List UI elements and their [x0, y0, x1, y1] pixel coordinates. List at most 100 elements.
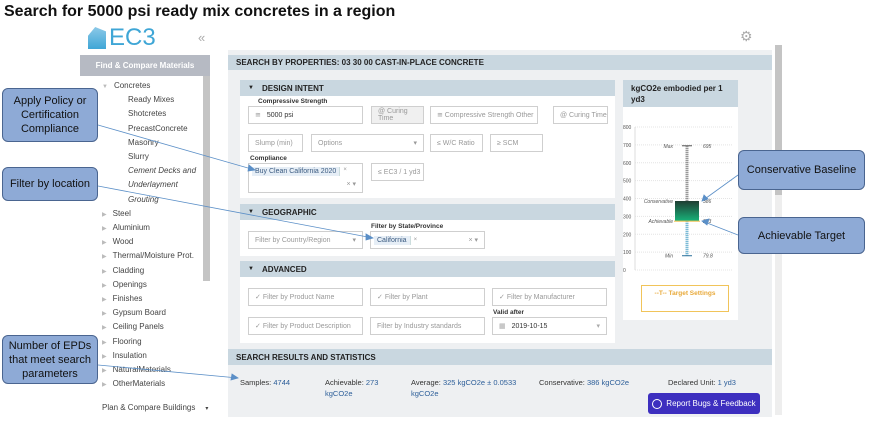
compressive-strength-other-input[interactable]: ≅ Compressive Strength Other	[430, 106, 538, 124]
sidebar-item[interactable]: ▶ Insulation	[102, 351, 147, 360]
scrollbar-thumb[interactable]	[775, 45, 782, 195]
conservative-stat: Conservative: 386 kgCO2e	[539, 378, 630, 387]
clear-chevron-icon[interactable]: × ▾	[346, 181, 356, 188]
remove-tag-icon[interactable]: ×	[413, 237, 418, 243]
building-icon	[88, 27, 106, 49]
valid-after-date-picker[interactable]: ▦ 2019-10-15 ▾	[492, 317, 607, 335]
compressive-strength-input[interactable]: ≅ 5000 psi	[248, 106, 363, 124]
embodied-carbon-chart-panel: kgCO2e embodied per 1 yd3 0 100 200 300 400 5…	[623, 80, 738, 320]
sidebar-item[interactable]: ▶ NaturalMaterials	[102, 365, 171, 374]
state-label: Filter by State/Province	[371, 223, 444, 230]
design-intent-panel: Compressive Strength ≅ 5000 psi @ Curing …	[240, 96, 615, 198]
conservative-label: Conservative	[644, 199, 673, 205]
product-description-input[interactable]: ✓ Filter by Product Description	[248, 317, 363, 335]
caret-right-icon: ▶	[102, 254, 107, 261]
industry-standards-input[interactable]: Filter by Industry standards	[370, 317, 485, 335]
sidebar-item[interactable]: ▶ Openings	[102, 280, 147, 289]
product-name-input[interactable]: ✓ Filter by Product Name	[248, 288, 363, 306]
wc-ratio-input[interactable]: ≤ W/C Ratio	[430, 134, 483, 152]
sidebar-item-label: Ceiling Panels	[112, 322, 164, 332]
country-select[interactable]: Filter by Country/Region ▾	[248, 231, 363, 249]
achievable-label: Achievable	[648, 219, 674, 225]
ec3-logo[interactable]: EC3	[88, 24, 156, 52]
ec3-limit-input[interactable]: ≤ EC3 / 1 yd3	[371, 163, 424, 181]
curing-time-other-input[interactable]: @ Curing Time	[553, 106, 608, 124]
slump-input[interactable]: Slump (min)	[248, 134, 303, 152]
sidebar-item-label: Cladding	[112, 265, 145, 275]
average-stat: Average: 325 kgCO2e ± 0.0533 kgCO2e	[411, 378, 517, 398]
caret-right-icon: ▶	[102, 240, 107, 247]
sidebar-footer-label: Plan & Compare Buildings	[102, 403, 196, 412]
check-icon: ✓	[255, 294, 263, 301]
sidebar-item[interactable]: ▶ Cladding	[102, 266, 144, 275]
caret-right-icon: ▶	[102, 353, 107, 360]
manufacturer-input[interactable]: ✓ Filter by Manufacturer	[492, 288, 607, 306]
sidebar-item[interactable]: ▶ Thermal/Moisture Prot.	[102, 251, 194, 260]
plant-placeholder: Filter by Plant	[384, 293, 428, 301]
sidebar-item[interactable]: Cement Decks and	[128, 166, 196, 175]
min-label: Min	[665, 254, 673, 260]
feedback-icon	[652, 398, 663, 409]
sidebar-item[interactable]: ▶ Steel	[102, 209, 131, 218]
callout-achievable: Achievable Target	[738, 217, 865, 254]
sidebar-item-label: Insulation	[112, 350, 147, 360]
scm-input[interactable]: ≥ SCM	[490, 134, 543, 152]
y-tick-label: 800	[623, 125, 632, 131]
sidebar-item-label: Concretes	[113, 81, 151, 90]
sidebar-item-label: Finishes	[112, 294, 143, 303]
sidebar-item[interactable]: Ready Mixes	[128, 95, 174, 104]
report-bugs-button[interactable]: Report Bugs & Feedback	[648, 393, 760, 414]
sidebar-item[interactable]: Slurry	[128, 152, 149, 161]
target-settings-button[interactable]: --T-- Target Settings	[641, 285, 729, 312]
compliance-label: Compliance	[250, 155, 287, 162]
callout-conservative: Conservative Baseline	[738, 150, 865, 190]
options-select[interactable]: Options ▾	[311, 134, 424, 152]
sidebar-item[interactable]: ▶ Finishes	[102, 294, 142, 303]
sidebar-item[interactable]: ▶ Wood	[102, 237, 133, 246]
check-icon: ✓	[255, 323, 263, 330]
box-achievable-conservative	[675, 201, 699, 222]
min-value: 79.8	[703, 254, 713, 260]
options-placeholder: Options	[318, 139, 343, 147]
advanced-panel: ✓ Filter by Product Name ✓ Filter by Pla…	[240, 277, 615, 343]
compliance-select[interactable]: Buy Clean California 2020 × × ▾	[248, 163, 363, 193]
sidebar-item[interactable]: PrecastConcrete	[128, 124, 188, 133]
geographic-header[interactable]: ▼ GEOGRAPHIC	[240, 204, 615, 220]
sidebar-item[interactable]: Underlayment	[128, 180, 178, 189]
sidebar-plan-compare[interactable]: Plan & Compare Buildings ▾	[102, 403, 208, 412]
sidebar-item-label: Wood	[112, 237, 134, 247]
search-by-properties-header: SEARCH BY PROPERTIES: 03 30 00 CAST-IN-P…	[228, 55, 772, 70]
sidebar-item[interactable]: ▶ Ceiling Panels	[102, 322, 164, 331]
chevron-down-icon: ▾	[596, 323, 600, 330]
plant-input[interactable]: ✓ Filter by Plant	[370, 288, 485, 306]
sidebar-scrollbar[interactable]	[203, 76, 210, 281]
sidebar-item[interactable]: Grouting	[128, 195, 159, 204]
page-title: Search for 5000 psi ready mix concretes …	[4, 3, 396, 20]
sidebar-item-label: Ready Mixes	[128, 95, 175, 105]
sidebar-item[interactable]: ▶ Gypsum Board	[102, 308, 166, 317]
logo-text: EC3	[109, 24, 156, 51]
sidebar-item[interactable]: Shotcretes	[128, 109, 166, 118]
remove-tag-icon[interactable]: ×	[343, 167, 347, 173]
advanced-header[interactable]: ▼ ADVANCED	[240, 261, 615, 277]
sidebar-item[interactable]: ▼ Concretes	[102, 81, 150, 90]
sidebar: Find & Compare Materials ▼ Concretes Ready…	[80, 55, 210, 417]
section-title: ADVANCED	[261, 264, 307, 274]
clear-chevron-icon[interactable]: × ▾	[468, 237, 478, 244]
sidebar-header[interactable]: Find & Compare Materials	[80, 55, 210, 76]
curing-time-input[interactable]: @ Curing Time	[371, 106, 424, 124]
chevron-down-icon: ▾	[352, 237, 356, 244]
sidebar-item-label: Masonry	[128, 137, 159, 147]
gear-icon[interactable]: ⚙	[740, 28, 753, 44]
sidebar-item[interactable]: ▶ Aluminium	[102, 223, 150, 232]
design-intent-header[interactable]: ▼ DESIGN INTENT	[240, 80, 615, 96]
sidebar-item[interactable]: ▶ OtherMaterials	[102, 379, 165, 388]
sidebar-item[interactable]: ▶ Flooring	[102, 337, 142, 346]
search-results-header: SEARCH RESULTS AND STATISTICS	[228, 349, 772, 365]
compressive-strength-label: Compressive Strength	[258, 98, 328, 105]
sidebar-item-label: NaturalMaterials	[112, 365, 171, 374]
check-icon: ✓	[377, 294, 385, 301]
collapse-sidebar-icon[interactable]: «	[198, 30, 206, 45]
state-select[interactable]: California × × ▾	[370, 231, 485, 249]
sidebar-item[interactable]: Masonry	[128, 138, 159, 147]
